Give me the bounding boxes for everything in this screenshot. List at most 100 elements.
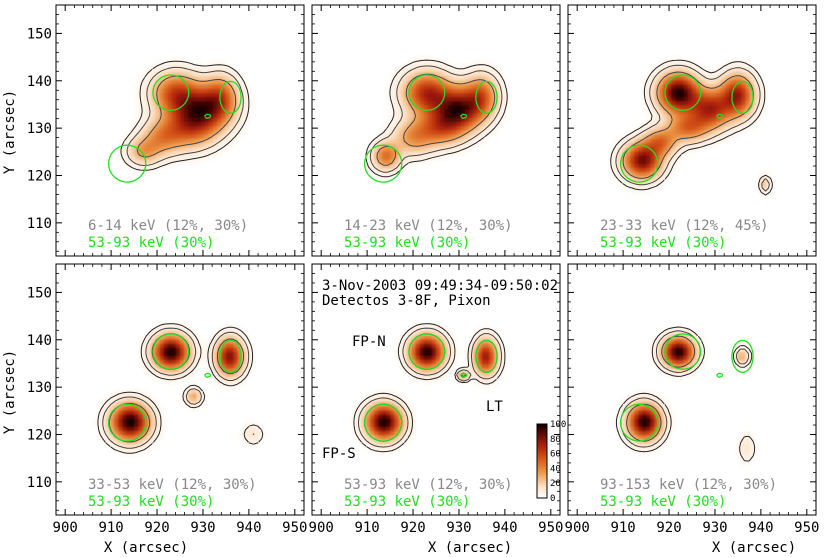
- heatmap-pixel: [630, 155, 635, 161]
- heatmap-pixel: [369, 143, 375, 148]
- heatmap-pixel: [720, 88, 726, 94]
- heatmap-pixel: [456, 138, 462, 144]
- panel-frame: [567, 263, 817, 516]
- heatmap-pixel: [415, 368, 421, 374]
- heatmap-pixel: [741, 130, 747, 136]
- heatmap-pixel: [369, 431, 375, 437]
- heatmap-pixel: [700, 71, 705, 77]
- heatmap-pixel: [242, 427, 247, 432]
- heatmap-pixel: [175, 63, 181, 69]
- heatmap-pixel: [204, 80, 210, 86]
- heatmap-pixel: [642, 435, 648, 441]
- heatmap-pixel: [369, 151, 375, 157]
- heatmap-pixel: [419, 130, 425, 136]
- heatmap-pixel: [134, 427, 140, 432]
- heatmap-pixel: [200, 134, 206, 140]
- heatmap-pixel: [704, 92, 710, 98]
- heatmap-pixel: [427, 335, 433, 340]
- heatmap-pixel: [444, 335, 449, 340]
- heatmap-pixel: [671, 172, 677, 178]
- heatmap-pixel: [192, 360, 198, 365]
- heatmap-pixel: [142, 410, 148, 416]
- heatmap-pixel: [386, 97, 392, 102]
- heatmap-pixel: [452, 147, 458, 153]
- heatmap-pixel: [440, 126, 445, 132]
- heatmap-pixel: [720, 122, 726, 127]
- heatmap-pixel: [448, 138, 454, 144]
- heatmap-pixel: [188, 356, 193, 361]
- heatmap-pixel: [233, 356, 239, 361]
- heatmap-pixel: [498, 368, 503, 374]
- heatmap-pixel: [712, 84, 718, 90]
- heatmap-pixel: [159, 67, 165, 73]
- heatmap-pixel: [213, 113, 218, 119]
- heatmap-pixel: [242, 84, 247, 90]
- heatmap-pixel: [221, 117, 227, 123]
- heatmap-pixel: [423, 381, 429, 386]
- heatmap-pixel: [134, 414, 140, 420]
- heatmap-pixel: [394, 431, 400, 437]
- heatmap-pixel: [204, 113, 210, 119]
- heatmap-pixel: [658, 176, 664, 182]
- heatmap-pixel: [188, 151, 193, 157]
- heatmap-pixel: [506, 105, 511, 111]
- heatmap-pixel: [196, 134, 202, 140]
- heatmap-pixel: [402, 168, 408, 173]
- heatmap-pixel: [646, 422, 652, 428]
- heatmap-pixel: [658, 431, 664, 437]
- heatmap-pixel: [171, 105, 177, 111]
- heatmap-pixel: [696, 117, 701, 123]
- colorbar-tick-label: 20: [550, 479, 561, 489]
- heatmap-pixel: [440, 59, 445, 65]
- heatmap-pixel: [506, 101, 511, 106]
- heatmap-pixel: [242, 76, 247, 81]
- heatmap-pixel: [146, 448, 152, 453]
- heatmap-pixel: [167, 71, 173, 77]
- heatmap-pixel: [146, 130, 152, 136]
- heatmap-pixel: [671, 410, 677, 416]
- heatmap-pixel: [159, 427, 165, 432]
- heatmap-pixel: [654, 443, 660, 449]
- heatmap-pixel: [650, 168, 656, 173]
- heatmap-pixel: [630, 410, 635, 416]
- heatmap-pixel: [473, 335, 478, 340]
- heatmap-pixel: [407, 422, 412, 428]
- heatmap-pixel: [184, 117, 189, 123]
- level-contour: [615, 64, 770, 192]
- heatmap-pixel: [625, 180, 631, 186]
- heatmap-pixel: [374, 410, 379, 416]
- heatmap-pixel: [423, 109, 429, 115]
- panel-93-153-kev: 93-153 keV (12%, 30%) 53-93 keV (30%): [567, 263, 817, 516]
- heatmap-pixel: [456, 351, 462, 357]
- heatmap-pixel: [378, 448, 383, 453]
- heatmap-pixel: [762, 101, 767, 106]
- heatmap-pixel: [489, 88, 495, 94]
- heatmap-pixel: [460, 381, 466, 386]
- heatmap-pixel: [477, 105, 483, 111]
- heatmap-pixel: [456, 151, 462, 157]
- heatmap-pixel: [456, 105, 462, 111]
- heatmap-pixel: [138, 155, 144, 161]
- heatmap-pixel: [229, 364, 235, 370]
- heatmap-pixel: [171, 360, 177, 365]
- heatmap-pixel: [237, 431, 243, 437]
- heatmap-pixel: [101, 431, 107, 437]
- heatmap-pixel: [634, 427, 639, 432]
- heatmap-pixel: [146, 414, 152, 420]
- heatmap-pixel: [402, 151, 408, 157]
- heatmap-pixel: [357, 406, 363, 412]
- heatmap-pixel: [658, 109, 664, 115]
- heatmap-pixel: [250, 105, 255, 111]
- heatmap-pixel: [386, 172, 392, 178]
- heatmap-pixel: [233, 76, 239, 81]
- heatmap-pixel: [431, 351, 437, 357]
- heatmap-pixel: [229, 143, 235, 148]
- heatmap-pixel: [386, 92, 392, 98]
- heatmap-pixel: [671, 335, 677, 340]
- heatmap-pixel: [692, 138, 697, 144]
- heatmap-pixel: [142, 105, 148, 111]
- heatmap-pixel: [675, 330, 681, 336]
- heatmap-pixel: [758, 172, 763, 178]
- heatmap-pixel: [229, 339, 235, 345]
- heatmap-pixel: [708, 122, 714, 127]
